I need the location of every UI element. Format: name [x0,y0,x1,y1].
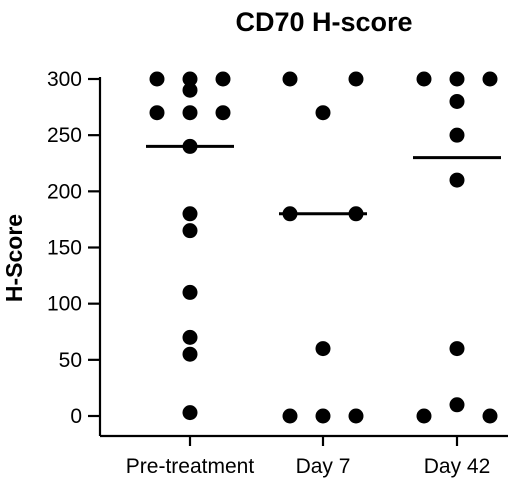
chart-title: CD70 H-score [235,7,412,37]
data-point [182,223,198,239]
data-point [348,71,364,87]
data-point [416,71,432,87]
data-point [282,408,298,424]
data-point [182,405,198,421]
data-point [449,93,465,109]
data-point [449,341,465,357]
data-point [182,284,198,300]
data-point [315,341,331,357]
y-axis-label: H-Score [1,214,27,302]
data-point [215,71,231,87]
y-tick-label: 250 [47,124,82,147]
data-point [282,71,298,87]
data-point [215,105,231,121]
y-tick-label: 300 [47,68,82,91]
y-tick-label: 200 [47,180,82,203]
x-tick-label: Day 7 [296,455,351,478]
data-point [182,329,198,345]
data-point [482,408,498,424]
y-tick-label: 0 [70,405,82,428]
data-point [449,172,465,188]
x-tick-label: Day 42 [424,455,491,478]
y-tick-label: 100 [47,293,82,316]
data-point [449,397,465,413]
data-point [449,71,465,87]
data-point [182,71,198,87]
data-point [449,127,465,143]
data-point [315,408,331,424]
data-point [315,105,331,121]
data-point [348,408,364,424]
data-point [149,71,165,87]
data-point [416,408,432,424]
data-point [182,346,198,362]
data-point [149,105,165,121]
data-point [482,71,498,87]
data-point [182,82,198,98]
data-point [182,105,198,121]
y-tick-label: 50 [59,349,82,372]
data-point [182,206,198,222]
axes: 0 50 100 150 200 250 300 Pre-treatment Day 7 Day … [47,68,508,478]
x-tick-label: Pre-treatment [126,455,255,478]
data-marks [146,71,501,424]
y-tick-label: 150 [47,237,82,260]
